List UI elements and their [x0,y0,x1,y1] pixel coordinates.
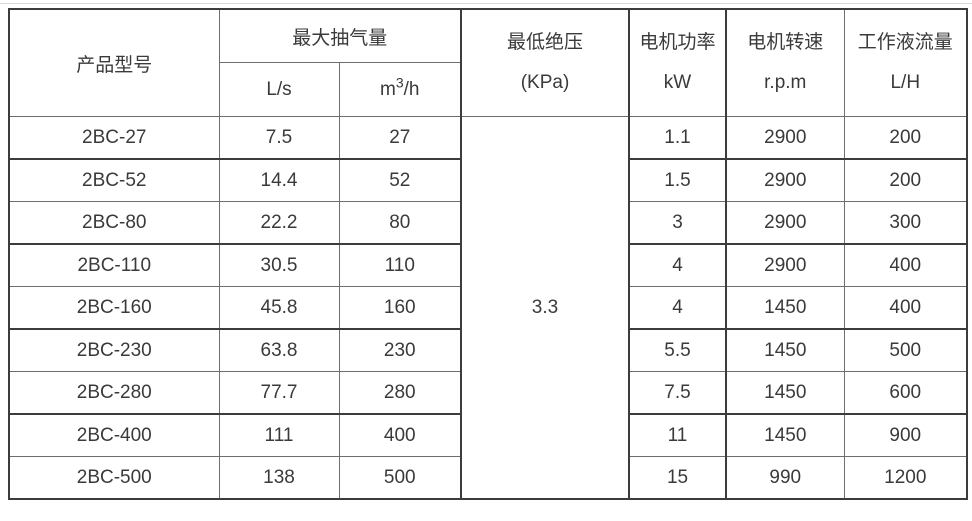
cell-lh: 300 [843,201,968,245]
header-min-pressure: 最低绝压 (KPa) [460,8,631,117]
top-divider [0,3,972,4]
cell-model: 2BC-500 [8,456,220,500]
header-motor-power-unit: kW [663,72,692,93]
spec-row: 2BC-80 22.2 80 3 2900 300 [8,201,968,245]
cell-lh: 200 [843,116,968,160]
cell-ls: 45.8 [218,286,340,330]
cell-lh: 200 [843,158,968,202]
cell-ls: 22.2 [218,201,340,245]
cell-m3h: 230 [338,328,463,372]
cell-kw: 15 [628,456,727,500]
cell-ls: 7.5 [218,116,340,160]
header-fluid-flow-label: 工作液流量 [857,32,953,53]
spec-row: 2BC-400 111 400 11 1450 900 [8,413,968,457]
table-header: 产品型号 最大抽气量 最低绝压 (KPa) 电机功率 kW 电机转速 r.p.m… [8,8,968,117]
table-body: 2BC-27 7.5 27 3.3 1.1 2900 200 2BC-52 14.… [8,116,968,500]
cell-kw: 7.5 [628,371,727,415]
header-motor-speed-label: 电机转速 [747,32,824,53]
cell-kw: 5.5 [628,328,727,372]
cell-kw: 4 [628,243,727,287]
cell-kw: 1.5 [628,158,727,202]
header-row-2: L/s m3/h [9,62,967,117]
header-row-1: 产品型号 最大抽气量 最低绝压 (KPa) 电机功率 kW 电机转速 r.p.m… [8,8,968,117]
cell-lh: 400 [843,243,968,287]
cell-model: 2BC-27 [8,116,220,160]
header-motor-speed-unit: r.p.m [764,72,807,93]
cell-min-pressure-merged: 3.3 [460,116,631,500]
cell-model: 2BC-400 [8,413,220,457]
header-fluid-flow-unit: L/H [890,72,921,93]
spec-row: 2BC-27 7.5 27 3.3 1.1 2900 200 [8,116,968,500]
cell-m3h: 27 [338,116,463,160]
cell-model: 2BC-110 [8,243,220,287]
cell-ls: 14.4 [218,158,340,202]
cell-lh: 500 [843,328,968,372]
header-motor-power-label: 电机功率 [639,32,716,53]
spec-row: 2BC-230 63.8 230 5.5 1450 500 [8,328,968,372]
unit-m3h-base: m [380,78,396,100]
cell-rpm: 1450 [725,286,845,330]
header-fluid-flow: 工作液流量 L/H [843,8,968,117]
cell-ls: 77.7 [218,371,340,415]
cell-model: 2BC-52 [8,158,220,202]
cell-rpm: 2900 [725,158,845,202]
cell-m3h: 160 [338,286,463,330]
cell-lh: 400 [843,286,968,330]
cell-ls: 63.8 [218,328,340,372]
cell-lh: 600 [843,371,968,415]
cell-ls: 111 [218,413,340,457]
spec-row: 2BC-280 77.7 280 7.5 1450 600 [8,371,968,415]
cell-model: 2BC-230 [8,328,220,372]
header-unit-ls: L/s [218,62,340,117]
header-motor-speed: 电机转速 r.p.m [725,8,845,117]
cell-model: 2BC-80 [8,201,220,245]
cell-model: 2BC-160 [8,286,220,330]
cell-ls: 138 [218,456,340,500]
header-max-pumping: 最大抽气量 [218,8,463,63]
cell-kw: 4 [628,286,727,330]
cell-m3h: 280 [338,371,463,415]
cell-rpm: 1450 [725,371,845,415]
cell-m3h: 52 [338,158,463,202]
cell-m3h: 500 [338,456,463,500]
cell-rpm: 1450 [725,413,845,457]
spec-row: 2BC-52 14.4 52 1.5 2900 200 [8,158,968,202]
unit-m3h-tail: /h [403,78,420,100]
cell-kw: 11 [628,413,727,457]
header-motor-power: 电机功率 kW [628,8,727,117]
spec-row: 2BC-500 138 500 15 990 1200 [8,456,968,500]
cell-rpm: 990 [725,456,845,500]
header-min-pressure-unit: (KPa) [520,72,570,93]
header-product-model: 产品型号 [8,8,220,117]
header-min-pressure-label: 最低绝压 [507,32,584,53]
cell-kw: 3 [628,201,727,245]
cell-ls: 30.5 [218,243,340,287]
cell-m3h: 80 [338,201,463,245]
cell-lh: 1200 [843,456,968,500]
cell-rpm: 2900 [725,201,845,245]
cell-lh: 900 [843,413,968,457]
pump-spec-table: 产品型号 最大抽气量 最低绝压 (KPa) 电机功率 kW 电机转速 r.p.m… [8,8,969,500]
cell-kw: 1.1 [628,116,727,160]
cell-m3h: 110 [338,243,463,287]
spec-row: 2BC-160 45.8 160 4 1450 400 [8,286,968,330]
cell-rpm: 2900 [725,243,845,287]
unit-m3h-superscript: 3 [395,74,404,91]
cell-rpm: 2900 [725,116,845,160]
header-unit-m3h: m3/h [338,62,463,117]
cell-rpm: 1450 [725,328,845,372]
cell-model: 2BC-280 [8,371,220,415]
cell-m3h: 400 [338,413,463,457]
